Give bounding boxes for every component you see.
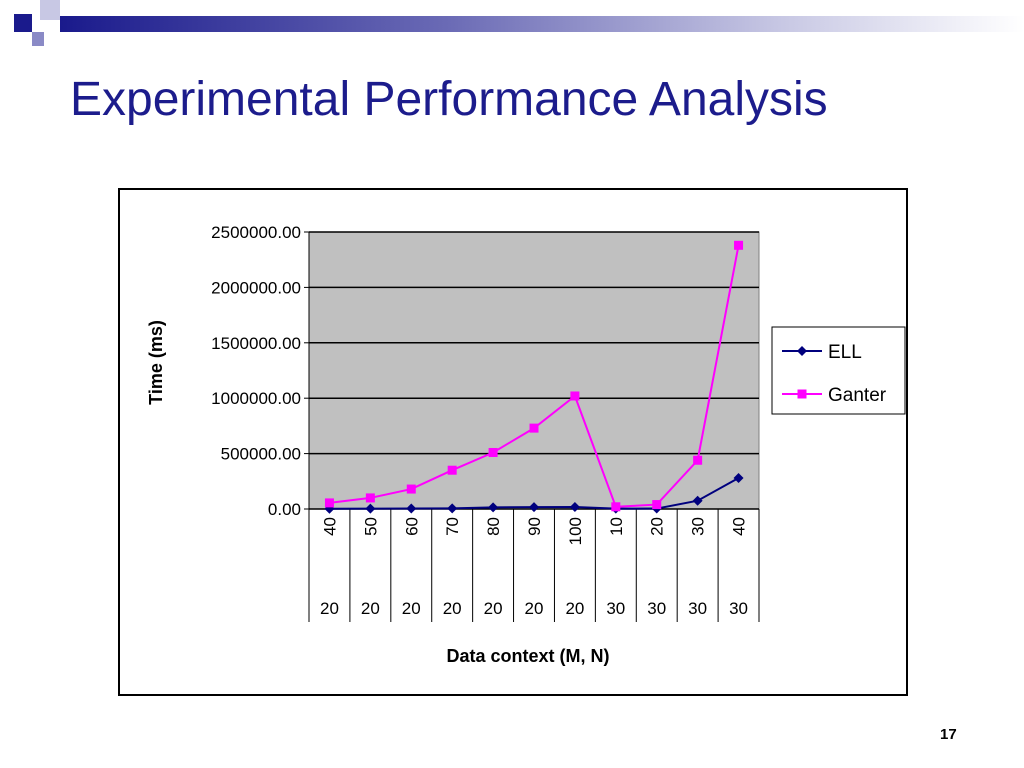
x-tick-label-n: 30 xyxy=(688,599,707,618)
x-tick-label-n: 20 xyxy=(565,599,584,618)
x-axis-title: Data context (M, N) xyxy=(446,646,609,666)
y-tick-label: 2000000.00 xyxy=(211,278,301,297)
x-tick-label-m: 70 xyxy=(443,517,462,536)
y-tick-label: 2500000.00 xyxy=(211,223,301,242)
legend-marker-ell xyxy=(797,346,807,356)
legend-label-ganter: Ganter xyxy=(828,385,887,406)
header-gradient-bar xyxy=(60,16,1024,32)
data-point-ganter xyxy=(488,447,498,457)
data-point-ell xyxy=(447,503,458,514)
y-axis-title: Time (ms) xyxy=(146,320,166,405)
x-tick-label-m: 10 xyxy=(607,517,626,536)
slide-title: Experimental Performance Analysis xyxy=(70,73,828,126)
x-tick-label-m: 50 xyxy=(361,517,380,536)
x-tick-label-n: 30 xyxy=(729,599,748,618)
data-point-ell xyxy=(733,472,744,483)
plot-area xyxy=(308,231,760,510)
data-point-ganter xyxy=(611,502,621,512)
deco-square-dark xyxy=(14,14,32,32)
x-tick-label-n: 20 xyxy=(525,599,544,618)
data-point-ganter xyxy=(693,455,703,465)
x-tick-label-n: 30 xyxy=(647,599,666,618)
legend-box xyxy=(771,326,906,415)
x-tick-label-m: 20 xyxy=(648,517,667,536)
x-tick-label-m: 60 xyxy=(402,517,421,536)
legend-label-ell: ELL xyxy=(828,342,862,363)
data-point-ell xyxy=(488,502,499,513)
slide-number: 17 xyxy=(940,726,957,743)
legend-marker-ganter xyxy=(797,389,807,399)
data-point-ganter xyxy=(324,498,334,508)
deco-square-light xyxy=(40,0,60,20)
deco-square-mid xyxy=(32,32,44,46)
y-tick-label: 1500000.00 xyxy=(211,334,301,353)
x-tick-label-m: 40 xyxy=(730,517,749,536)
data-point-ell xyxy=(406,503,417,514)
line-chart: 0.00 500000.00 1000000.00 1500000.00 2000000… xyxy=(146,223,906,666)
x-tick-label-n: 30 xyxy=(606,599,625,618)
x-tick-label-m: 30 xyxy=(689,517,708,536)
data-point-ganter xyxy=(652,500,662,510)
y-tick-label: 1000000.00 xyxy=(211,389,301,408)
x-tick-label-n: 20 xyxy=(361,599,380,618)
y-tick-label: 0.00 xyxy=(268,500,301,519)
data-point-ganter xyxy=(365,493,375,503)
x-tick-label-n: 20 xyxy=(443,599,462,618)
data-point-ganter xyxy=(734,240,744,250)
data-point-ganter xyxy=(529,423,539,433)
x-tick-label-m: 80 xyxy=(484,517,503,536)
data-point-ell xyxy=(365,503,376,514)
x-tick-label-m: 90 xyxy=(525,517,544,536)
data-point-ell xyxy=(529,502,539,513)
data-point-ell xyxy=(692,495,703,506)
x-tick-label-n: 20 xyxy=(484,599,503,618)
data-point-ganter xyxy=(447,465,457,475)
chart-frame: 0.00 500000.00 1000000.00 1500000.00 2000000… xyxy=(118,188,908,696)
data-point-ganter xyxy=(406,484,416,494)
x-tick-label-m: 100 xyxy=(566,517,585,545)
x-tick-label-n: 20 xyxy=(320,599,339,618)
x-tick-label-m: 40 xyxy=(320,517,339,536)
y-tick-label: 500000.00 xyxy=(221,445,301,464)
data-point-ganter xyxy=(570,391,580,401)
data-point-ell xyxy=(569,502,580,513)
x-tick-label-n: 20 xyxy=(402,599,421,618)
